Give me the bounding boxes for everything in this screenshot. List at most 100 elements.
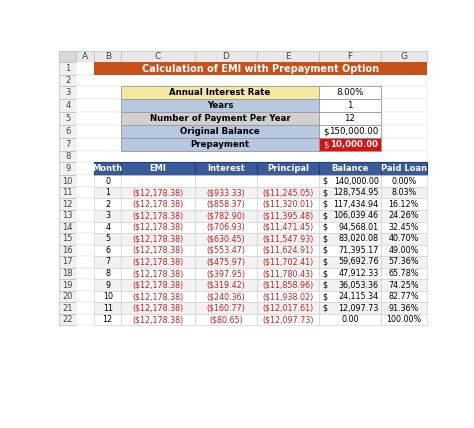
Bar xyxy=(319,199,381,210)
Text: ($12,178.38): ($12,178.38) xyxy=(132,211,184,220)
Text: 106,039.46: 106,039.46 xyxy=(334,211,379,220)
Bar xyxy=(195,256,257,268)
Text: 14: 14 xyxy=(63,223,73,232)
Text: 3: 3 xyxy=(105,211,110,220)
Bar xyxy=(94,222,121,233)
Bar xyxy=(76,162,427,175)
Bar xyxy=(195,175,257,187)
Text: G: G xyxy=(400,52,407,61)
Bar xyxy=(319,187,381,199)
Text: ($12,178.38): ($12,178.38) xyxy=(132,281,184,290)
Bar xyxy=(195,245,257,256)
Text: 19: 19 xyxy=(63,281,73,290)
Text: 91.36%: 91.36% xyxy=(389,303,419,313)
Text: 2: 2 xyxy=(105,200,110,209)
Bar xyxy=(94,162,121,175)
Text: ($12,178.38): ($12,178.38) xyxy=(132,303,184,313)
Text: ($12,178.38): ($12,178.38) xyxy=(132,292,184,301)
Bar xyxy=(257,222,319,233)
Bar xyxy=(121,268,195,279)
Bar xyxy=(76,222,427,233)
Text: ($11,245.05): ($11,245.05) xyxy=(262,188,314,197)
Bar xyxy=(59,268,76,279)
Text: Principal: Principal xyxy=(267,164,309,173)
Bar xyxy=(76,199,427,210)
Text: 16.12%: 16.12% xyxy=(389,200,419,209)
Bar xyxy=(59,112,76,125)
Text: $: $ xyxy=(323,188,328,197)
Text: 12: 12 xyxy=(103,315,113,324)
Text: 12: 12 xyxy=(63,200,73,209)
Text: ($397.95): ($397.95) xyxy=(206,269,246,278)
Text: 15: 15 xyxy=(63,235,73,244)
Text: ($475.97): ($475.97) xyxy=(206,258,246,267)
Text: ($11,780.43): ($11,780.43) xyxy=(262,269,313,278)
Text: 8.00%: 8.00% xyxy=(336,88,364,97)
Text: 24,115.34: 24,115.34 xyxy=(338,292,379,301)
Text: ($11,624.91): ($11,624.91) xyxy=(262,246,313,255)
Bar xyxy=(195,162,257,175)
Bar xyxy=(195,279,257,291)
Bar xyxy=(121,112,319,125)
Bar xyxy=(121,125,319,138)
Bar xyxy=(59,187,76,199)
Bar xyxy=(59,199,76,210)
Bar xyxy=(381,245,427,256)
Bar xyxy=(381,268,427,279)
Text: ($12,178.38): ($12,178.38) xyxy=(132,269,184,278)
Bar xyxy=(76,314,427,325)
Text: $: $ xyxy=(323,258,328,267)
Text: 8: 8 xyxy=(65,152,71,161)
Bar xyxy=(121,233,195,245)
Text: 2: 2 xyxy=(65,76,71,85)
Text: ($11,395.48): ($11,395.48) xyxy=(262,211,313,220)
Text: 0.00: 0.00 xyxy=(341,315,359,324)
Text: 150,000.00: 150,000.00 xyxy=(328,127,378,137)
Text: 4: 4 xyxy=(65,101,71,110)
Text: 32.45%: 32.45% xyxy=(389,223,419,232)
Bar xyxy=(381,314,427,325)
Bar xyxy=(121,99,319,112)
Text: ($12,017.61): ($12,017.61) xyxy=(262,303,313,313)
Bar xyxy=(59,138,76,152)
Text: 59,692.76: 59,692.76 xyxy=(338,258,379,267)
Bar xyxy=(319,291,381,302)
Bar xyxy=(59,314,76,325)
Bar xyxy=(76,152,427,162)
Text: 10: 10 xyxy=(103,292,113,301)
Bar xyxy=(94,175,121,187)
Bar xyxy=(94,62,427,75)
Bar xyxy=(59,210,76,222)
Bar xyxy=(257,210,319,222)
Text: 7: 7 xyxy=(105,258,110,267)
Text: 140,000.00: 140,000.00 xyxy=(334,177,379,186)
Text: 22: 22 xyxy=(63,315,73,324)
Bar xyxy=(59,175,76,187)
Text: ($319.42): ($319.42) xyxy=(207,281,246,290)
Bar xyxy=(381,222,427,233)
Bar xyxy=(76,268,427,279)
Text: ($12,178.38): ($12,178.38) xyxy=(132,258,184,267)
Text: ($11,702.41): ($11,702.41) xyxy=(262,258,313,267)
Bar xyxy=(319,314,381,325)
Text: 16: 16 xyxy=(63,246,73,255)
Text: 47,912.33: 47,912.33 xyxy=(338,269,379,278)
Bar xyxy=(59,152,76,162)
Text: ($933.33): ($933.33) xyxy=(207,188,245,197)
Bar xyxy=(319,99,381,112)
Bar xyxy=(195,222,257,233)
Text: ($12,178.38): ($12,178.38) xyxy=(132,223,184,232)
Text: 36,053.36: 36,053.36 xyxy=(338,281,379,290)
Bar xyxy=(59,302,76,314)
Bar xyxy=(195,210,257,222)
Bar xyxy=(94,291,121,302)
Text: 49.00%: 49.00% xyxy=(389,246,419,255)
Bar xyxy=(76,256,427,268)
Bar xyxy=(76,187,427,199)
Bar xyxy=(94,314,121,325)
Bar xyxy=(195,302,257,314)
Bar xyxy=(195,187,257,199)
Bar xyxy=(195,268,257,279)
Bar xyxy=(76,125,427,138)
Bar xyxy=(319,256,381,268)
